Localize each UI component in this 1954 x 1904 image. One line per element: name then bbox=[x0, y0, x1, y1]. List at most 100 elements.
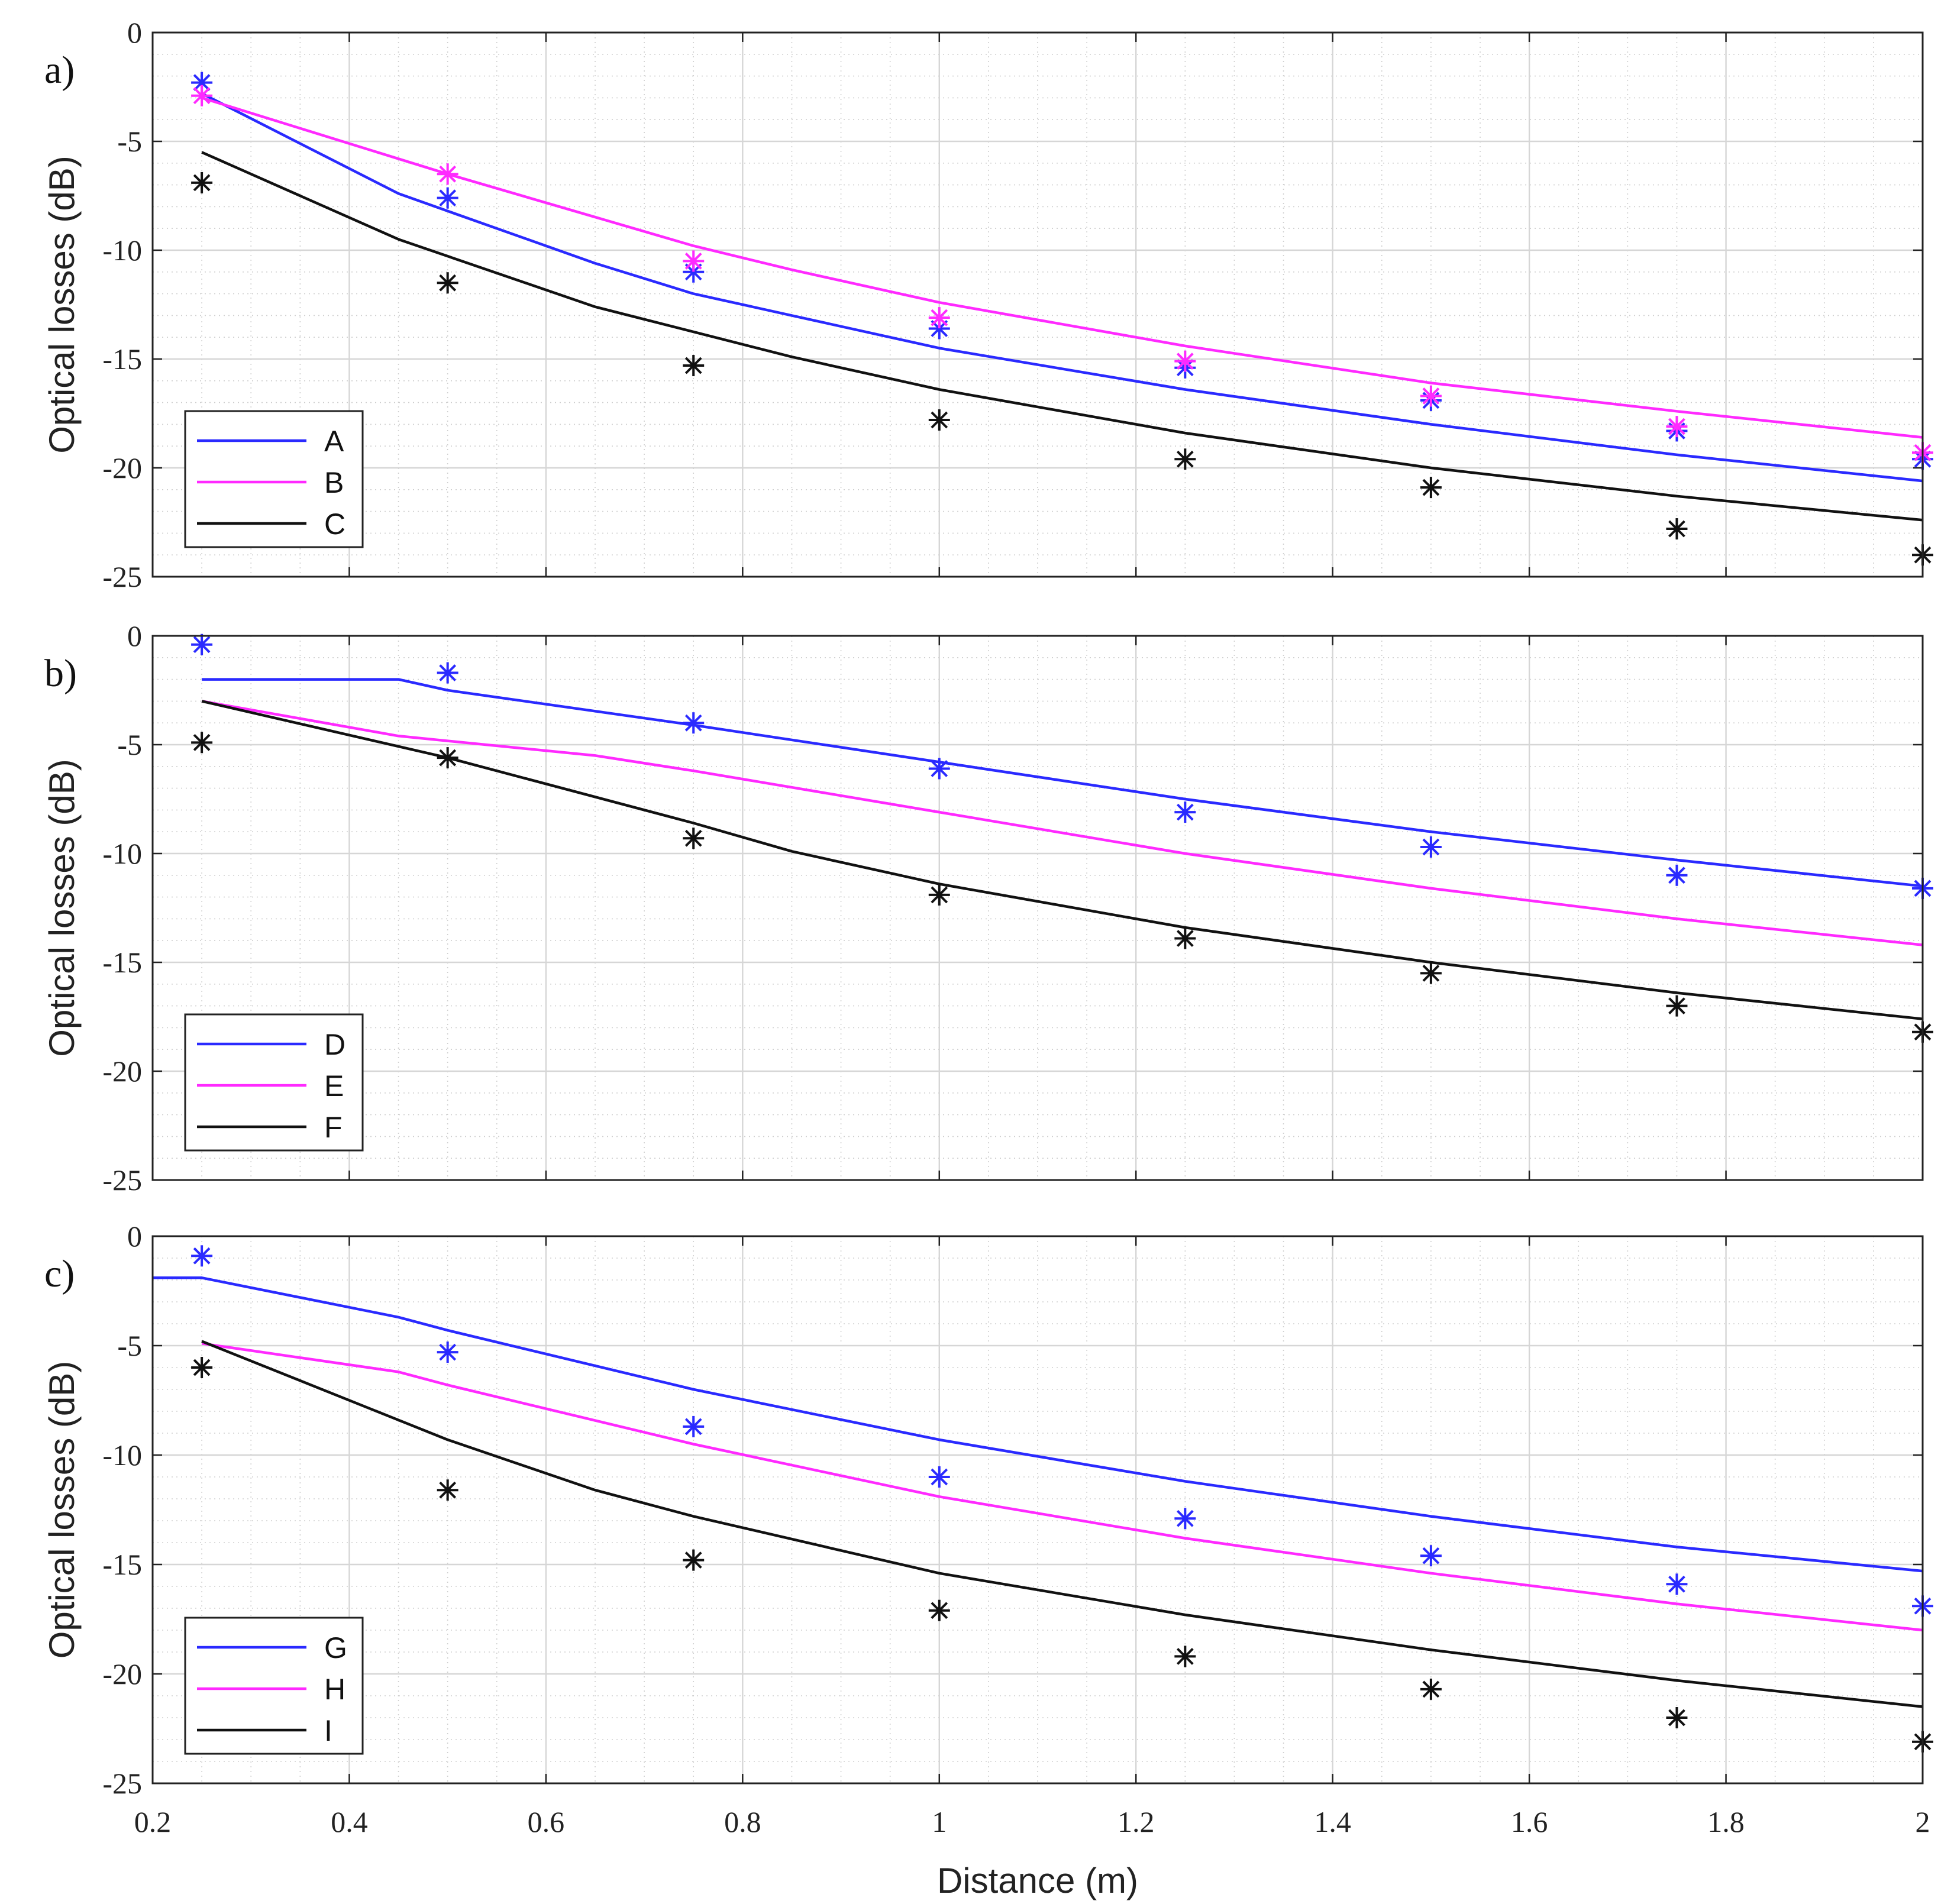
data-point-B bbox=[191, 85, 213, 106]
data-point-I bbox=[191, 1357, 213, 1378]
marker-stroke bbox=[1176, 803, 1194, 821]
y-tick-label: 0 bbox=[127, 16, 142, 49]
data-point-F bbox=[191, 732, 213, 754]
y-tick-label: -20 bbox=[102, 1055, 142, 1088]
series-line-C bbox=[201, 151, 1923, 522]
data-point-G bbox=[683, 1415, 705, 1437]
data-point-G bbox=[1666, 1573, 1688, 1595]
y-tick-label: -20 bbox=[102, 451, 142, 484]
legend: GHI bbox=[184, 1617, 364, 1755]
minor-grid bbox=[153, 636, 1923, 1180]
y-axis-label: Optical losses (dB) bbox=[42, 1361, 82, 1659]
series-line-B bbox=[201, 96, 1923, 439]
marker-stroke bbox=[931, 1468, 948, 1486]
y-tick-label: -5 bbox=[117, 125, 142, 158]
data-point-I bbox=[928, 1599, 950, 1621]
panel-label: c) bbox=[44, 1252, 75, 1295]
legend-label-B: B bbox=[324, 466, 344, 499]
x-tick-label: 2 bbox=[1916, 1805, 1930, 1838]
x-tick-label: 1.8 bbox=[1707, 1805, 1745, 1838]
marker-stroke bbox=[931, 760, 948, 777]
marker-stroke bbox=[439, 664, 457, 681]
data-point-I bbox=[437, 1479, 458, 1501]
y-tick-label: -25 bbox=[102, 1163, 142, 1197]
data-point-B bbox=[928, 307, 950, 329]
y-tick-label: -25 bbox=[102, 560, 142, 593]
data-point-D bbox=[1420, 836, 1442, 858]
marker-stroke bbox=[931, 411, 948, 429]
legend-label-C: C bbox=[324, 507, 345, 541]
marker-stroke bbox=[439, 165, 457, 183]
marker-stroke bbox=[931, 1602, 948, 1619]
panel-a: 0 -5 -10 -15 -20 -25 ABC Optical losses (dB) a) bbox=[42, 16, 1933, 593]
data-point-B bbox=[1174, 350, 1196, 372]
x-axis-label: Distance (m) bbox=[937, 1861, 1138, 1900]
panel-label: a) bbox=[44, 49, 75, 92]
series-E bbox=[201, 700, 1923, 946]
data-point-F bbox=[1174, 927, 1196, 949]
y-axis-label: Optical losses (dB) bbox=[42, 156, 82, 454]
data-point-G bbox=[1174, 1508, 1196, 1530]
minor-grid bbox=[153, 1236, 1923, 1783]
series-line-G bbox=[153, 1276, 1923, 1573]
minor-grid bbox=[153, 33, 1923, 577]
plot-area bbox=[153, 1236, 1923, 1783]
marker-stroke bbox=[684, 253, 702, 270]
axes-frame bbox=[151, 1235, 1924, 1785]
data-point-C bbox=[683, 355, 705, 377]
data-point-C bbox=[1666, 518, 1688, 540]
marker-stroke bbox=[439, 274, 457, 292]
marker-stroke bbox=[1668, 997, 1685, 1014]
legend-label-D: D bbox=[324, 1028, 345, 1061]
marker-stroke bbox=[439, 1481, 457, 1499]
marker-stroke bbox=[1668, 1709, 1685, 1727]
data-point-C bbox=[437, 272, 458, 294]
marker-stroke bbox=[1422, 838, 1440, 856]
data-point-B bbox=[1420, 385, 1442, 407]
marker-stroke bbox=[193, 174, 211, 192]
series-line-A bbox=[201, 92, 1923, 483]
marker-stroke bbox=[1176, 353, 1194, 370]
panel-label: b) bbox=[44, 652, 77, 695]
x-tick-label: 0.4 bbox=[331, 1805, 368, 1838]
x-tick-label: 0.2 bbox=[134, 1805, 172, 1838]
series-C bbox=[191, 151, 1933, 566]
data-point-C bbox=[1174, 448, 1196, 470]
marker-stroke bbox=[439, 189, 457, 207]
data-point-C bbox=[1420, 477, 1442, 499]
marker-stroke bbox=[1176, 1509, 1194, 1527]
data-point-I bbox=[1174, 1646, 1196, 1667]
y-tick-label: -15 bbox=[102, 1548, 142, 1581]
data-point-B bbox=[683, 250, 705, 272]
marker-stroke bbox=[684, 1551, 702, 1569]
legend-label-I: I bbox=[324, 1714, 332, 1747]
panel-c: 0 -5 -10 -15 -20 -25 0.2 0.4 0.6 0.8 1 1.2 1.4 1.6 1.8… bbox=[42, 1220, 1933, 1838]
y-tick-label: -10 bbox=[102, 837, 142, 870]
data-point-D bbox=[1174, 801, 1196, 823]
marker-stroke bbox=[1668, 1575, 1685, 1593]
legend-label-G: G bbox=[324, 1631, 347, 1664]
data-point-F bbox=[683, 827, 705, 849]
marker-stroke bbox=[439, 1343, 457, 1361]
marker-stroke bbox=[1422, 1680, 1440, 1698]
data-point-B bbox=[1666, 416, 1688, 438]
series-line-F bbox=[201, 700, 1923, 1020]
marker-stroke bbox=[439, 749, 457, 767]
series-B bbox=[191, 85, 1933, 464]
y-tick-label: -5 bbox=[117, 1329, 142, 1362]
data-point-C bbox=[928, 409, 950, 431]
data-point-G bbox=[191, 1245, 213, 1267]
legend: DEF bbox=[184, 1013, 364, 1152]
data-point-F bbox=[928, 884, 950, 906]
series-line-E bbox=[201, 700, 1923, 946]
y-tick-label: -20 bbox=[102, 1657, 142, 1690]
data-point-I bbox=[683, 1549, 705, 1571]
data-point-B bbox=[437, 163, 458, 185]
marker-stroke bbox=[193, 1359, 211, 1376]
series-line-H bbox=[201, 1342, 1923, 1632]
x-tick-label: 1 bbox=[932, 1805, 947, 1838]
marker-stroke bbox=[193, 1247, 211, 1265]
data-point-F bbox=[437, 747, 458, 769]
data-point-D bbox=[1666, 864, 1688, 886]
legend-label-H: H bbox=[324, 1673, 345, 1706]
